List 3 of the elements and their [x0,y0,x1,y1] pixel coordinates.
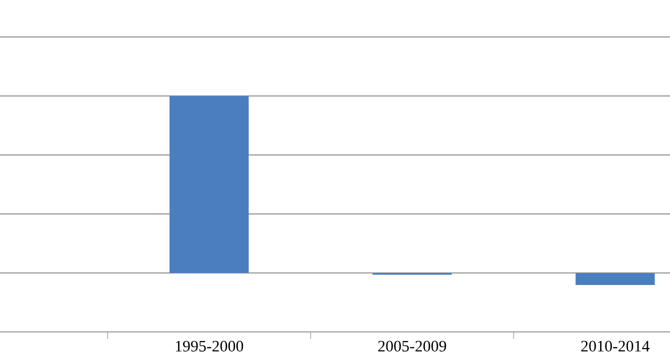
x-tick-label: 2005-2009 [378,340,446,352]
x-tick-label: 2010-2014 [581,340,650,352]
x-tick-label: 1995-2000 [176,340,244,352]
